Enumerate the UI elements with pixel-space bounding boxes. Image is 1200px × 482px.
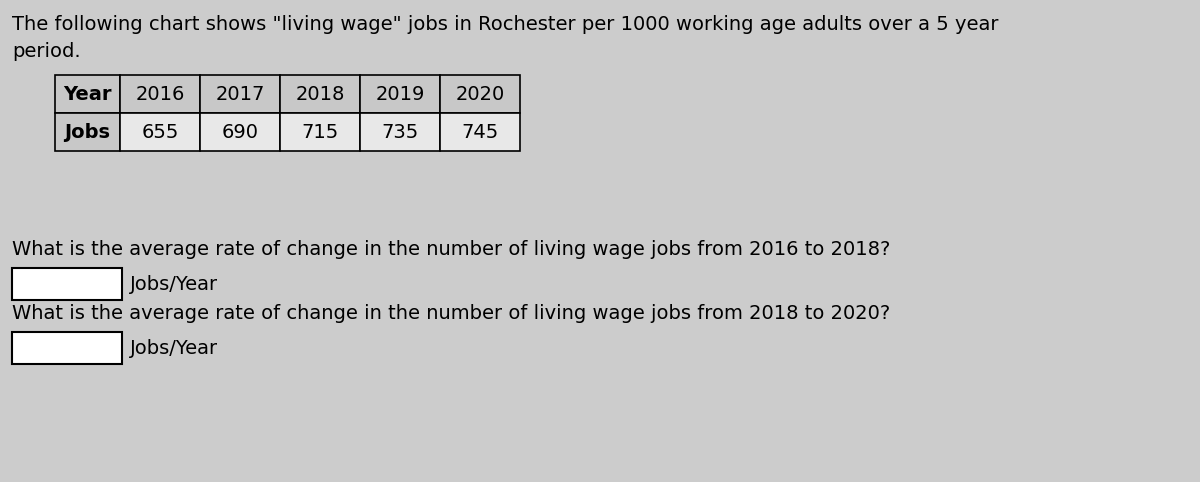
Text: Jobs: Jobs bbox=[65, 122, 110, 142]
Bar bbox=[280, 75, 360, 113]
Text: Year: Year bbox=[64, 84, 112, 104]
Text: 735: 735 bbox=[382, 122, 419, 142]
Bar bbox=[440, 75, 520, 113]
Text: Jobs/Year: Jobs/Year bbox=[130, 275, 218, 294]
Text: 2018: 2018 bbox=[295, 84, 344, 104]
Bar bbox=[12, 268, 122, 300]
Bar bbox=[120, 113, 200, 151]
Text: 2017: 2017 bbox=[215, 84, 265, 104]
Bar bbox=[200, 113, 280, 151]
Text: Jobs/Year: Jobs/Year bbox=[130, 338, 218, 358]
Bar bbox=[360, 113, 440, 151]
Text: 715: 715 bbox=[301, 122, 338, 142]
Bar bbox=[55, 75, 120, 113]
Bar bbox=[120, 75, 200, 113]
Text: What is the average rate of change in the number of living wage jobs from 2018 t: What is the average rate of change in th… bbox=[12, 304, 890, 323]
Text: period.: period. bbox=[12, 42, 80, 61]
Bar bbox=[360, 75, 440, 113]
Bar bbox=[55, 113, 120, 151]
Text: 655: 655 bbox=[142, 122, 179, 142]
Bar bbox=[200, 75, 280, 113]
Text: 2016: 2016 bbox=[136, 84, 185, 104]
Text: What is the average rate of change in the number of living wage jobs from 2016 t: What is the average rate of change in th… bbox=[12, 240, 890, 259]
Bar bbox=[280, 113, 360, 151]
Text: 745: 745 bbox=[461, 122, 499, 142]
Bar bbox=[440, 113, 520, 151]
Text: 690: 690 bbox=[222, 122, 258, 142]
Text: 2019: 2019 bbox=[376, 84, 425, 104]
Text: The following chart shows "living wage" jobs in Rochester per 1000 working age a: The following chart shows "living wage" … bbox=[12, 15, 998, 34]
Text: 2020: 2020 bbox=[455, 84, 505, 104]
Bar bbox=[12, 332, 122, 364]
